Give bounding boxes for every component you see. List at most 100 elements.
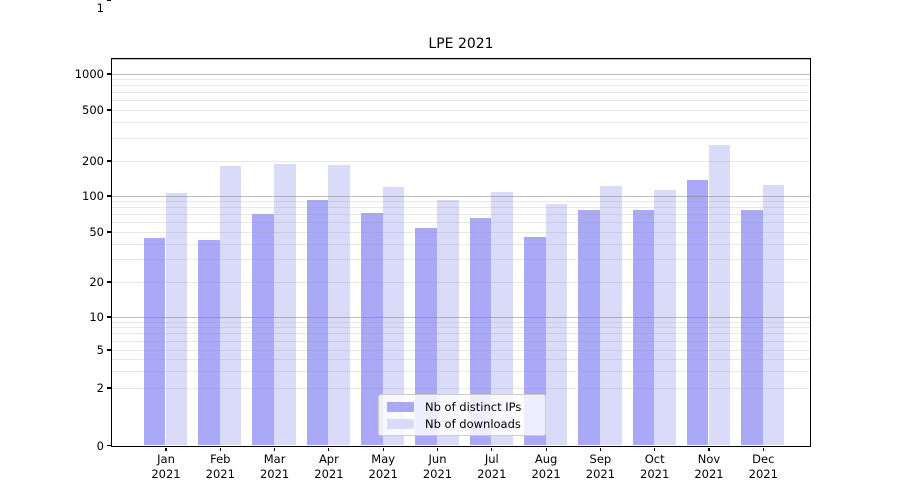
bar-nb-of-distinct-ips-dec bbox=[741, 210, 763, 446]
x-tick-mark bbox=[654, 447, 656, 451]
y-tick-mark bbox=[107, 387, 111, 389]
gridline-minor bbox=[111, 78, 810, 80]
gridline-minor bbox=[111, 321, 810, 323]
y-tick-label: 200 bbox=[82, 154, 104, 168]
gridline-minor bbox=[111, 340, 810, 342]
bar-nb-of-distinct-ips-apr bbox=[306, 199, 329, 446]
gridline-minor bbox=[111, 333, 810, 335]
y-tick-mark bbox=[107, 195, 111, 197]
y-tick-label: 100 bbox=[82, 189, 104, 203]
y-tick-mark bbox=[107, 160, 111, 162]
legend: Nb of distinct IPs Nb of downloads bbox=[378, 394, 546, 436]
x-tick-mark bbox=[219, 447, 221, 451]
gridline-minor bbox=[111, 387, 810, 389]
gridline-major bbox=[111, 316, 810, 318]
bar-nb-of-distinct-ips-may bbox=[361, 213, 383, 446]
x-tick-mark bbox=[382, 447, 384, 451]
y-tick-label: 10 bbox=[89, 310, 104, 324]
x-tick-mark bbox=[436, 447, 439, 451]
y-tick-label: 20 bbox=[89, 275, 104, 289]
x-tick-label-jan: Jan 2021 bbox=[151, 452, 181, 481]
bar-nb-of-downloads-feb bbox=[219, 166, 242, 446]
gridline-minor bbox=[111, 214, 810, 216]
gridline-minor bbox=[111, 109, 810, 111]
y-tick-label: 1000 bbox=[74, 67, 104, 81]
x-tick-label-jul: Jul 2021 bbox=[477, 452, 507, 481]
x-tick-mark bbox=[599, 447, 601, 451]
gridline-minor bbox=[111, 243, 810, 245]
y-tick-mark bbox=[107, 109, 111, 111]
gridline-minor bbox=[111, 207, 810, 209]
y-tick-label: 500 bbox=[82, 103, 104, 117]
bar-nb-of-distinct-ips-jun bbox=[415, 227, 437, 446]
x-tick-mark bbox=[491, 447, 493, 451]
bar-nb-of-downloads-may bbox=[382, 186, 405, 446]
bar-nb-of-downloads-apr bbox=[328, 165, 351, 446]
gridline-minor bbox=[111, 121, 810, 123]
bar-nb-of-distinct-ips-jan bbox=[143, 238, 166, 446]
y-tick-mark bbox=[107, 231, 111, 233]
legend-swatch-downloads bbox=[387, 418, 414, 429]
gridline-minor bbox=[111, 92, 810, 94]
gridline-minor bbox=[111, 370, 810, 372]
legend-label-downloads: Nb of downloads bbox=[425, 416, 521, 431]
gridline-major bbox=[111, 195, 810, 197]
x-tick-label-apr: Apr 2021 bbox=[314, 452, 344, 481]
y-tick-label: 0 bbox=[96, 438, 104, 453]
gridline-minor bbox=[111, 137, 810, 139]
gridline-minor bbox=[111, 222, 810, 224]
bar-nb-of-distinct-ips-jul bbox=[469, 217, 492, 446]
gridline-minor bbox=[111, 160, 810, 162]
y-tick-mark bbox=[107, 0, 111, 2]
legend-row-downloads: Nb of downloads bbox=[387, 417, 537, 431]
bar-nb-of-downloads-jun bbox=[437, 199, 459, 446]
bar-nb-of-downloads-jul bbox=[491, 191, 513, 446]
x-tick-mark bbox=[165, 447, 167, 451]
y-tick-mark bbox=[107, 281, 111, 283]
gridline-minor bbox=[111, 85, 810, 87]
bar-nb-of-distinct-ips-aug bbox=[523, 237, 546, 446]
bar-nb-of-downloads-nov bbox=[708, 144, 731, 446]
x-tick-mark bbox=[274, 447, 276, 451]
gridline-minor bbox=[111, 100, 810, 102]
gridline-minor bbox=[111, 200, 810, 202]
x-tick-label-jun: Jun 2021 bbox=[422, 452, 453, 481]
bar-nb-of-distinct-ips-sep bbox=[578, 209, 600, 446]
y-tick-label: 2 bbox=[96, 381, 104, 395]
gridline-minor bbox=[111, 358, 810, 360]
bar-nb-of-downloads-oct bbox=[654, 189, 676, 446]
bar-nb-of-downloads-jan bbox=[165, 192, 188, 446]
x-tick-label-may: May 2021 bbox=[368, 452, 398, 481]
x-tick-mark bbox=[328, 447, 330, 451]
x-tick-label-feb: Feb 2021 bbox=[205, 452, 235, 481]
bar-nb-of-downloads-aug bbox=[545, 203, 568, 446]
gridline-minor bbox=[111, 327, 810, 329]
y-tick-mark bbox=[107, 316, 111, 318]
x-tick-label-oct: Oct 2021 bbox=[640, 452, 670, 481]
x-tick-label-nov: Nov 2021 bbox=[694, 452, 724, 481]
y-tick-label: 50 bbox=[89, 225, 104, 239]
x-tick-mark bbox=[762, 447, 764, 451]
bar-nb-of-distinct-ips-mar bbox=[252, 214, 275, 446]
y-tick-label: 5 bbox=[96, 343, 104, 357]
gridline-major bbox=[111, 73, 810, 75]
chart-title: LPE 2021 bbox=[428, 36, 494, 52]
y-tick-mark bbox=[107, 349, 111, 351]
x-tick-mark bbox=[708, 447, 710, 451]
x-tick-label-sep: Sep 2021 bbox=[585, 452, 616, 481]
bar-nb-of-distinct-ips-oct bbox=[632, 210, 655, 446]
gridline-minor bbox=[111, 231, 810, 233]
x-tick-mark bbox=[545, 447, 547, 451]
gridline-minor bbox=[111, 349, 810, 351]
bar-nb-of-downloads-sep bbox=[599, 186, 622, 446]
x-tick-label-mar: Mar 2021 bbox=[259, 452, 290, 481]
gridline-minor bbox=[111, 259, 810, 261]
y-tick-mark bbox=[107, 73, 111, 75]
gridline-major bbox=[111, 58, 810, 60]
y-tick-label: 1 bbox=[96, 1, 104, 15]
x-tick-label-dec: Dec 2021 bbox=[748, 452, 778, 481]
bar-nb-of-downloads-dec bbox=[762, 185, 785, 446]
legend-label-distinct-ips: Nb of distinct IPs bbox=[425, 399, 522, 414]
legend-swatch-distinct-ips bbox=[387, 401, 414, 412]
